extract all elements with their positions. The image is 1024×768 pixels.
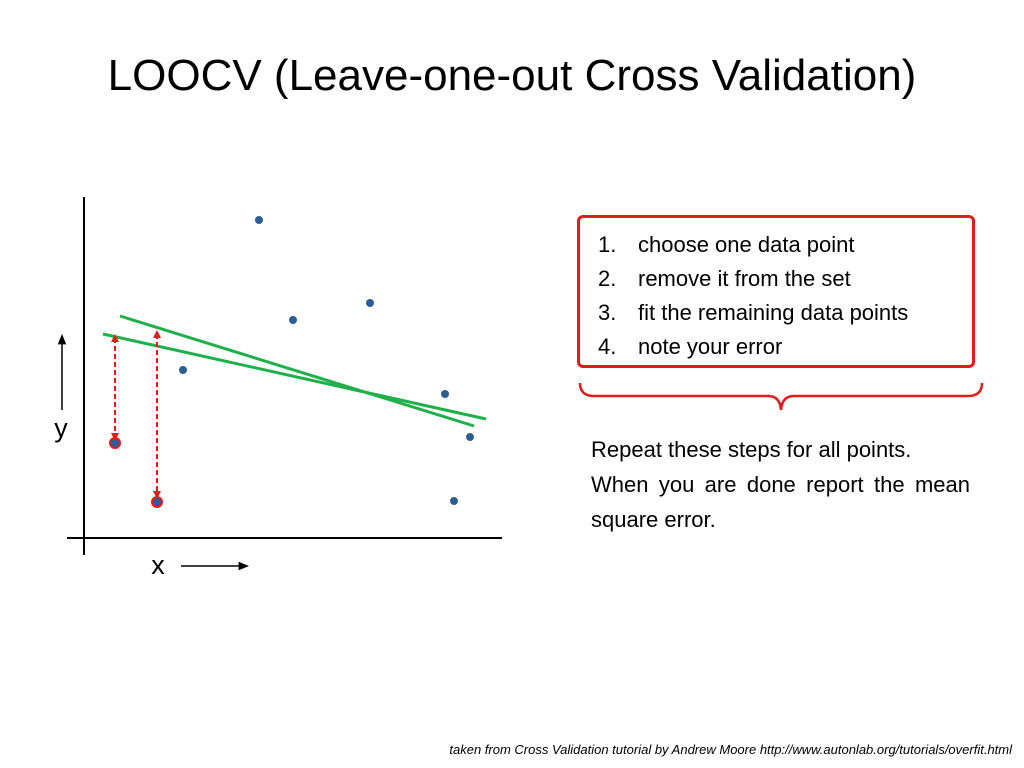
step-number: 3. [598, 300, 617, 325]
step-item: 1. choose one data point [598, 228, 972, 262]
brace-icon [578, 382, 984, 411]
repeat-line-1: Repeat these steps for all points. [591, 437, 912, 462]
step-text: remove it from the set [638, 266, 851, 291]
data-point [466, 433, 474, 441]
step-number: 2. [598, 266, 617, 291]
held-out-point-2 [151, 496, 163, 508]
slide-title: LOOCV (Leave-one-out Cross Validation) [107, 51, 917, 100]
held-out-point-1 [109, 437, 121, 449]
source-credit: taken from Cross Validation tutorial by … [449, 742, 1012, 757]
data-point [289, 316, 297, 324]
data-point [255, 216, 263, 224]
fit-line-2 [119, 314, 475, 428]
data-point [450, 497, 458, 505]
fit-line-1 [102, 332, 487, 421]
step-text: choose one data point [638, 232, 855, 257]
repeat-instructions: Repeat these steps for all points. When … [591, 432, 970, 537]
y-axis-label: y [54, 413, 68, 443]
step-number: 4. [598, 334, 617, 359]
step-item: 3. fit the remaining data points [598, 296, 972, 330]
step-item: 2. remove it from the set [598, 262, 972, 296]
loocv-diagram: y x [54, 197, 502, 580]
steps-box: 1. choose one data point 2. remove it from… [577, 215, 975, 368]
step-number: 1. [598, 232, 617, 257]
step-item: 4. note your error [598, 330, 972, 364]
step-text: fit the remaining data points [638, 300, 909, 325]
data-point [179, 366, 187, 374]
data-point [441, 390, 449, 398]
data-point [366, 299, 374, 307]
step-text: note your error [638, 334, 783, 359]
steps-list: 1. choose one data point 2. remove it from… [598, 228, 972, 364]
x-axis-label: x [151, 550, 165, 580]
repeat-line-2: When you are done report the mean square… [591, 472, 970, 532]
